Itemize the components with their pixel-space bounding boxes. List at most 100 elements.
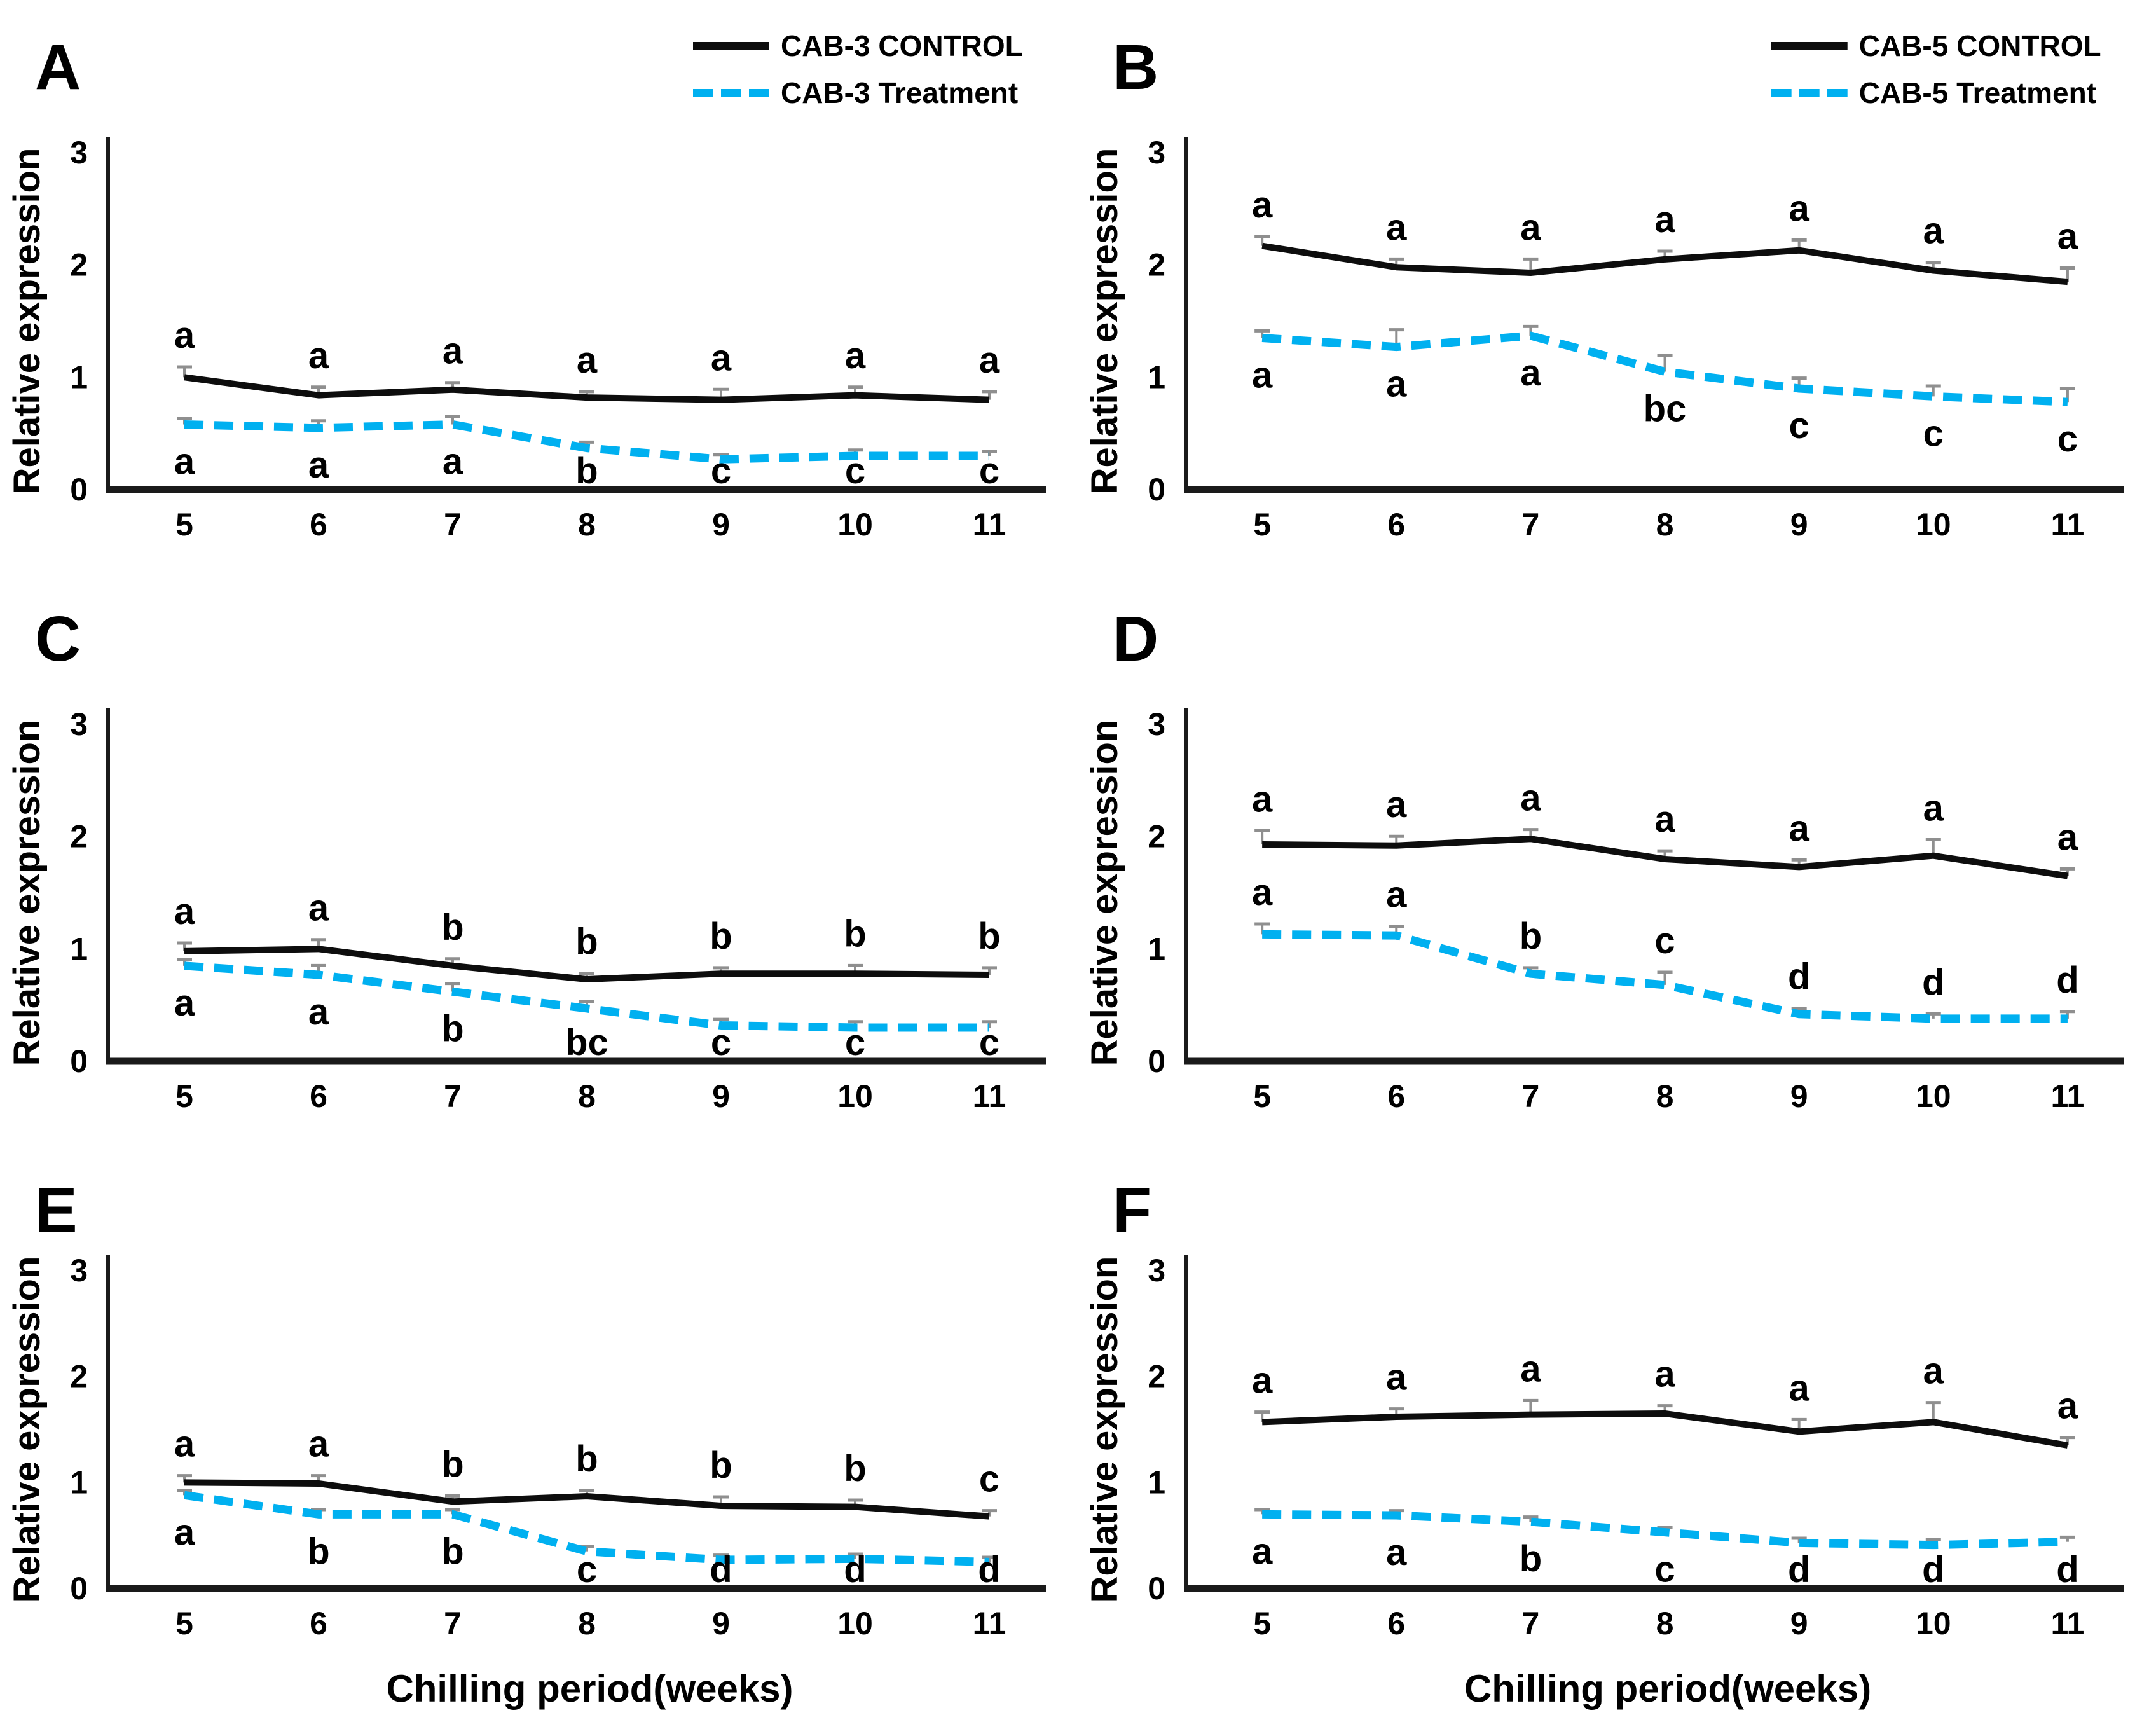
x-tick-label: 11 (2050, 1606, 2084, 1641)
x-tick-label: 5 (175, 507, 193, 542)
sig-letter: a (308, 1424, 329, 1465)
y-tick-label: 1 (70, 931, 88, 967)
sig-letter: a (979, 340, 1000, 381)
sig-letter: a (2057, 216, 2078, 258)
sig-letter: a (174, 315, 195, 356)
x-tick-label: 9 (1790, 1606, 1808, 1641)
sig-letter: a (174, 891, 195, 932)
sig-letter: bc (1644, 389, 1687, 430)
panel-letter-label: E (35, 1175, 78, 1246)
sig-letter: a (174, 1424, 195, 1465)
panel-letter-label: F (1113, 1175, 1151, 1246)
x-tick-label: 7 (444, 1606, 462, 1641)
sig-letter: a (1252, 1531, 1273, 1572)
sig-letter: d (2056, 1549, 2078, 1590)
sig-letter: a (2057, 1386, 2078, 1427)
x-tick-label: 11 (2050, 507, 2084, 542)
y-tick-label: 1 (70, 359, 88, 395)
sig-letter: a (845, 335, 866, 376)
panel-c: C 0 1 2 3 Relative expression 5 6 7 8 9 10 11 a a b b b b b… (0, 572, 1078, 1143)
y-tick-label: 3 (1148, 1253, 1165, 1288)
y-tick-label: 3 (70, 135, 88, 170)
sig-letter: c (845, 1022, 865, 1063)
sig-letter: b (575, 450, 598, 492)
y-tick-label: 2 (70, 1359, 88, 1395)
x-tick-label: 5 (175, 1606, 193, 1641)
x-tick-label: 9 (1790, 507, 1808, 542)
x-tick-label: 7 (444, 1078, 462, 1114)
control-line (1262, 836, 2068, 879)
x-tick-label: 11 (973, 1606, 1006, 1641)
panel-letter-label: D (1113, 603, 1158, 675)
sig-letter: bc (565, 1022, 608, 1063)
sig-letter: c (1654, 920, 1675, 961)
y-tick-label: 1 (1148, 359, 1165, 395)
sig-letter: d (1922, 1549, 1944, 1590)
error-bars (1254, 1508, 2075, 1545)
sig-letter: b (710, 1445, 732, 1486)
sig-letter: d (1788, 956, 1810, 998)
y-tick-label: 3 (1148, 706, 1165, 742)
error-bars (177, 958, 997, 1028)
y-tick-label: 0 (70, 1571, 88, 1606)
x-tick-label: 10 (1916, 1606, 1951, 1641)
sig-letter: b (575, 1438, 598, 1480)
x-tick-label: 8 (578, 1078, 596, 1114)
x-tick-label: 9 (712, 1078, 730, 1114)
y-tick-label: 2 (1148, 247, 1165, 283)
sig-letter: a (1386, 874, 1407, 916)
legend-label: CAB-3 CONTROL (781, 29, 1023, 62)
sig-letter: d (710, 1549, 732, 1590)
y-tick-label: 2 (1148, 819, 1165, 855)
sig-letter: a (1654, 199, 1675, 240)
control-line (1261, 1410, 2068, 1449)
sig-letter: a (1252, 778, 1273, 820)
x-tick-label: 8 (578, 1606, 596, 1641)
panel-b-chart: B CAB-5 CONTROL CAB-5 Treatment 0 1 2 3 Relativ… (1084, 29, 2124, 542)
sig-letter: d (1788, 1549, 1810, 1590)
x-tick-label: 5 (1253, 1606, 1271, 1641)
sig-letter: a (308, 991, 329, 1033)
y-axis-title: Relative expression (1084, 148, 1125, 495)
panel-f: F 0 1 2 3 Relative expression 5 6 7 8 9 10 11 Chillin… (1078, 1143, 2156, 1715)
sig-letter: b (441, 1443, 463, 1485)
control-line (184, 946, 990, 983)
sig-letter: a (174, 1512, 195, 1553)
x-tick-label: 7 (1522, 1078, 1540, 1114)
panel-b: B CAB-5 CONTROL CAB-5 Treatment 0 1 2 3 Relativ… (1078, 0, 2156, 572)
sig-letter: d (978, 1549, 1000, 1590)
panel-c-chart: C 0 1 2 3 Relative expression 5 6 7 8 9 10 11 a a b b b b b… (6, 603, 1046, 1114)
sig-letter: a (1386, 1532, 1407, 1573)
x-tick-label: 9 (712, 1606, 730, 1641)
sig-letter: a (174, 982, 195, 1024)
sig-letter: a (1252, 355, 1273, 396)
sig-letter: b (441, 1531, 463, 1572)
sig-letter: c (711, 1022, 731, 1063)
x-tick-label: 6 (1387, 507, 1405, 542)
sig-letter: a (1520, 778, 1541, 819)
sig-letter: a (1654, 1354, 1675, 1395)
panel-a-chart: A CAB-3 CONTROL CAB-3 Treatment 0 1 2 3 Relativ… (6, 29, 1046, 542)
panel-letter-label: B (1113, 32, 1158, 103)
x-tick-label: 5 (1253, 1078, 1271, 1114)
sig-letter: a (308, 335, 329, 376)
x-tick-label: 10 (1916, 1078, 1951, 1114)
x-tick-label: 6 (310, 1078, 327, 1114)
sig-letter: b (1520, 916, 1542, 957)
x-tick-label: 6 (310, 507, 327, 542)
y-tick-label: 0 (1148, 1571, 1165, 1606)
sig-letter: a (1252, 872, 1273, 913)
y-tick-label: 0 (1148, 1043, 1165, 1079)
panel-e-chart: E 0 1 2 3 Relative expression 5 6 7 8 9 10 11 Chillin… (6, 1175, 1046, 1710)
x-tick-label: 7 (444, 507, 462, 542)
sig-letter: b (441, 907, 463, 948)
y-tick-label: 3 (70, 1253, 88, 1288)
sig-letter: a (2057, 816, 2078, 858)
sig-letter: d (2056, 960, 2078, 1001)
sig-letter: b (710, 916, 732, 957)
sig-letter: a (174, 441, 195, 483)
panel-e: E 0 1 2 3 Relative expression 5 6 7 8 9 10 11 Chillin… (0, 1143, 1078, 1715)
y-tick-label: 1 (1148, 1464, 1165, 1500)
sig-letter: c (577, 1549, 597, 1590)
sig-letter: a (1789, 188, 1810, 229)
